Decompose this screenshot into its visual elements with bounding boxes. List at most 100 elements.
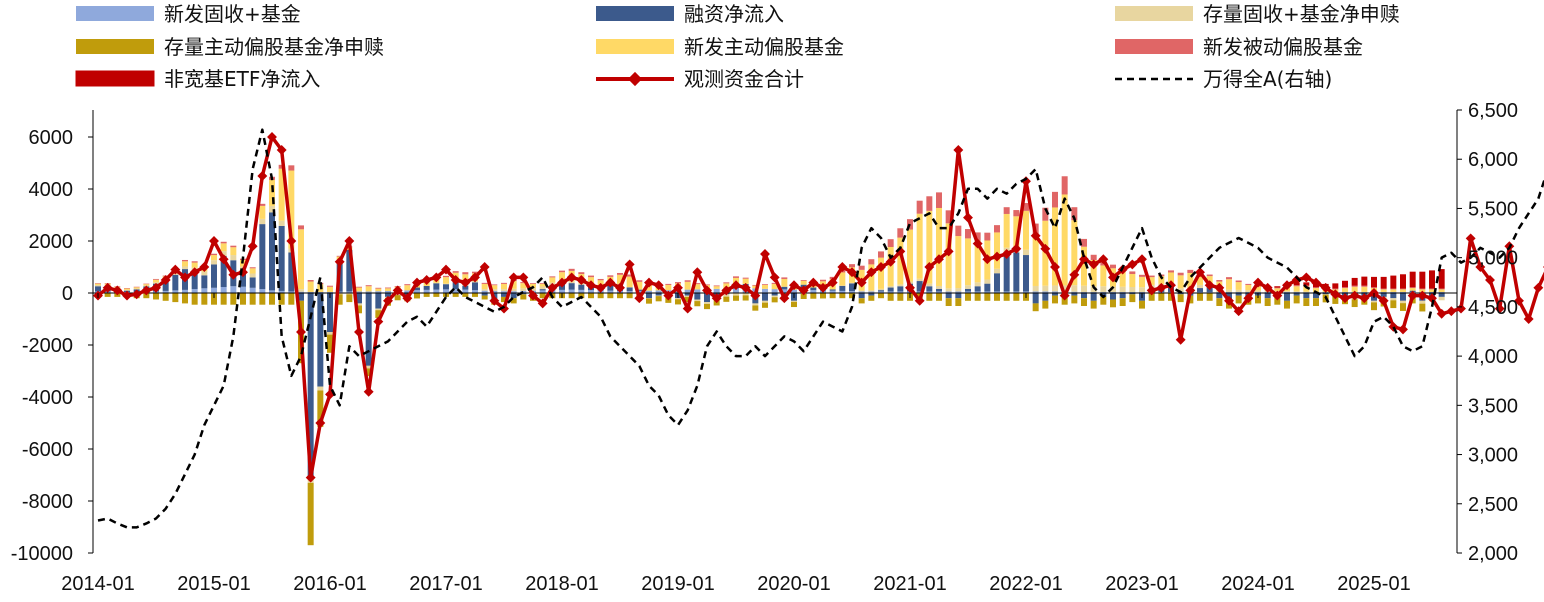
total-flow-point <box>528 290 538 301</box>
y-tick-label: -2000 <box>22 335 73 357</box>
bar-segment <box>675 282 681 284</box>
bar-segment <box>1197 288 1203 292</box>
legend-item: 新发固收+基金 <box>76 2 301 26</box>
bar-segment <box>356 305 362 314</box>
bar-segment <box>926 286 933 292</box>
bar-segment <box>1390 298 1397 301</box>
bar-segment <box>288 291 295 293</box>
bar-segment <box>704 284 710 286</box>
legend-label: 非宽基ETF净流入 <box>164 67 320 91</box>
total-flow-point <box>141 285 152 296</box>
bar-segment <box>636 289 643 291</box>
bar-segment <box>945 293 952 299</box>
bar-segment <box>1139 287 1145 292</box>
bar-segment <box>240 271 246 287</box>
bar-segment <box>1342 287 1348 289</box>
bar-segment <box>1071 285 1078 292</box>
bar-segment <box>520 283 527 289</box>
bar-segment <box>1293 285 1300 287</box>
bar-segment <box>356 291 362 293</box>
bar-segment <box>1042 207 1049 221</box>
bar-segment <box>684 293 691 296</box>
total-flow-point <box>131 289 142 300</box>
bar-segment <box>1400 291 1406 293</box>
bar-segment <box>607 290 614 293</box>
bar-segment <box>1332 288 1339 290</box>
bar-segment <box>1409 288 1416 291</box>
bar-segment <box>1090 291 1097 293</box>
bar-segment <box>1129 291 1136 293</box>
bar-segment <box>1438 293 1445 297</box>
total-flow-point <box>1291 275 1302 285</box>
bar-segment <box>1071 293 1078 296</box>
bar-segment <box>646 298 652 299</box>
bar-segment <box>1371 276 1377 288</box>
bar-segment <box>1187 295 1194 304</box>
x-tick-label: 2014-01 <box>61 573 134 595</box>
bar-segment <box>327 286 333 292</box>
bar-segment <box>907 229 913 282</box>
y2-tick-label: 4,000 <box>1468 346 1518 368</box>
bar-segment <box>926 291 933 293</box>
bar-segment <box>1342 288 1348 292</box>
total-flow-point <box>247 241 258 252</box>
total-flow-point <box>412 277 422 288</box>
bar-segment <box>994 225 1000 233</box>
bar-segment <box>191 270 198 290</box>
bar-segment <box>423 289 430 293</box>
bar-segment <box>1419 300 1426 304</box>
bar-segment <box>336 291 343 293</box>
bar-segment <box>1003 293 1010 301</box>
bar-segment <box>858 290 865 292</box>
total-flow-point <box>586 280 596 291</box>
bar-segment <box>365 285 372 287</box>
total-flow-point <box>711 293 722 304</box>
bar-segment <box>675 299 681 305</box>
bar-segment <box>704 293 710 303</box>
bar-segment <box>1129 274 1136 288</box>
bar-segment <box>1032 293 1039 304</box>
bar-segment <box>771 297 778 303</box>
bar-segment <box>539 293 546 299</box>
bar-segment <box>1245 290 1252 292</box>
bar-segment <box>646 285 652 291</box>
bar-segment <box>501 282 507 284</box>
bar-segment <box>965 229 971 239</box>
bar-segment <box>443 277 449 284</box>
total-flow-point <box>856 277 867 288</box>
bar-segment <box>617 274 623 284</box>
bar-segment <box>443 283 449 285</box>
bar-segment <box>607 275 614 277</box>
bar-segment <box>230 286 237 293</box>
bar-segment <box>249 293 256 305</box>
bar-segment <box>501 291 507 293</box>
bar-segment <box>1322 293 1329 295</box>
total-flow-point <box>499 303 509 314</box>
bar-segment <box>269 212 275 291</box>
bar-segment <box>1139 291 1145 293</box>
bar-segment <box>858 291 865 293</box>
y2-tick-label: 4,500 <box>1468 297 1518 319</box>
bar-segment <box>143 284 150 286</box>
bar-segment <box>1438 291 1445 293</box>
bar-segment <box>491 285 498 290</box>
bar-segment <box>1245 291 1252 293</box>
bar-segment <box>1313 298 1319 306</box>
bar-segment <box>1071 207 1078 221</box>
bar-segment <box>1052 207 1058 286</box>
bar-segment <box>578 293 585 299</box>
bar-segment <box>965 288 971 292</box>
total-flow-point <box>1475 262 1486 272</box>
bar-segment <box>626 287 633 292</box>
total-flow-point <box>624 259 635 270</box>
total-flow-point <box>615 282 625 293</box>
bar-segment <box>849 264 855 268</box>
bar-segment <box>752 284 759 286</box>
y2-tick-label: 6,500 <box>1468 100 1518 122</box>
bar-segment <box>1119 298 1126 306</box>
bar-segment <box>220 251 227 256</box>
total-flow-point <box>218 254 229 265</box>
bar-segment <box>278 225 285 291</box>
legend-swatch <box>76 6 154 21</box>
bar-segment <box>1061 194 1068 286</box>
